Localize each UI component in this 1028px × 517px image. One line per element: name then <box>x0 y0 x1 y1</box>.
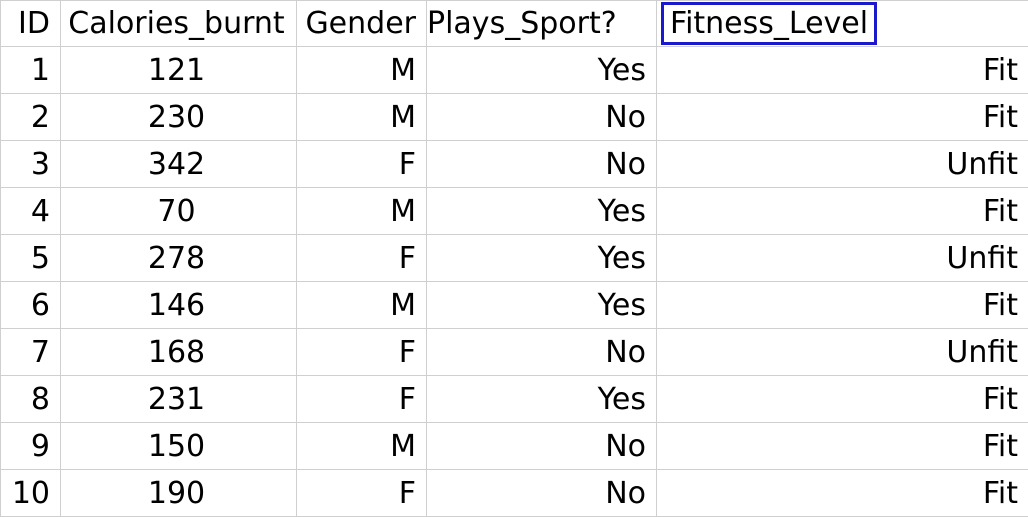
table-row: 7 168 F No Unfit <box>1 329 1028 376</box>
cell-sport: No <box>427 470 657 517</box>
table-body: 1 121 M Yes Fit 2 230 M No Fit 3 342 F N… <box>1 47 1028 517</box>
cell-id: 7 <box>1 329 61 376</box>
cell-fitness: Fit <box>657 94 1028 141</box>
cell-fitness: Fit <box>657 376 1028 423</box>
cell-fitness: Fit <box>657 423 1028 470</box>
cell-sport: No <box>427 94 657 141</box>
cell-sport: Yes <box>427 376 657 423</box>
cell-gender: F <box>297 235 427 282</box>
table-row: 3 342 F No Unfit <box>1 141 1028 188</box>
cell-sport: Yes <box>427 282 657 329</box>
cell-id: 5 <box>1 235 61 282</box>
cell-calories: 146 <box>61 282 297 329</box>
cell-gender: M <box>297 94 427 141</box>
data-table: ID Calories_burnt Gender Plays_Sport? Fi… <box>0 0 1028 517</box>
cell-id: 1 <box>1 47 61 94</box>
cell-gender: M <box>297 188 427 235</box>
cell-sport: Yes <box>427 47 657 94</box>
cell-gender: F <box>297 141 427 188</box>
table-row: 4 70 M Yes Fit <box>1 188 1028 235</box>
header-fitness-label: Fitness_Level <box>661 2 877 46</box>
cell-sport: Yes <box>427 188 657 235</box>
cell-id: 3 <box>1 141 61 188</box>
cell-sport: No <box>427 141 657 188</box>
cell-calories: 278 <box>61 235 297 282</box>
cell-fitness: Unfit <box>657 141 1028 188</box>
cell-id: 2 <box>1 94 61 141</box>
table-row: 10 190 F No Fit <box>1 470 1028 517</box>
header-calories: Calories_burnt <box>61 1 297 47</box>
cell-fitness: Fit <box>657 47 1028 94</box>
header-sport: Plays_Sport? <box>427 1 657 47</box>
table-row: 1 121 M Yes Fit <box>1 47 1028 94</box>
header-id: ID <box>1 1 61 47</box>
cell-calories: 168 <box>61 329 297 376</box>
cell-fitness: Unfit <box>657 235 1028 282</box>
cell-calories: 150 <box>61 423 297 470</box>
cell-fitness: Fit <box>657 282 1028 329</box>
cell-id: 4 <box>1 188 61 235</box>
cell-gender: M <box>297 423 427 470</box>
cell-sport: Yes <box>427 235 657 282</box>
cell-id: 9 <box>1 423 61 470</box>
header-fitness: Fitness_Level <box>657 1 1028 47</box>
cell-sport: No <box>427 329 657 376</box>
cell-calories: 70 <box>61 188 297 235</box>
cell-calories: 121 <box>61 47 297 94</box>
table-row: 8 231 F Yes Fit <box>1 376 1028 423</box>
cell-gender: M <box>297 282 427 329</box>
cell-calories: 342 <box>61 141 297 188</box>
header-row: ID Calories_burnt Gender Plays_Sport? Fi… <box>1 1 1028 47</box>
cell-calories: 230 <box>61 94 297 141</box>
cell-id: 6 <box>1 282 61 329</box>
table-row: 9 150 M No Fit <box>1 423 1028 470</box>
cell-id: 8 <box>1 376 61 423</box>
cell-sport: No <box>427 423 657 470</box>
cell-calories: 231 <box>61 376 297 423</box>
cell-fitness: Fit <box>657 188 1028 235</box>
table-row: 2 230 M No Fit <box>1 94 1028 141</box>
cell-gender: M <box>297 47 427 94</box>
cell-fitness: Unfit <box>657 329 1028 376</box>
cell-gender: F <box>297 329 427 376</box>
cell-fitness: Fit <box>657 470 1028 517</box>
table-row: 6 146 M Yes Fit <box>1 282 1028 329</box>
cell-calories: 190 <box>61 470 297 517</box>
cell-gender: F <box>297 376 427 423</box>
table-row: 5 278 F Yes Unfit <box>1 235 1028 282</box>
cell-id: 10 <box>1 470 61 517</box>
header-gender: Gender <box>297 1 427 47</box>
cell-gender: F <box>297 470 427 517</box>
